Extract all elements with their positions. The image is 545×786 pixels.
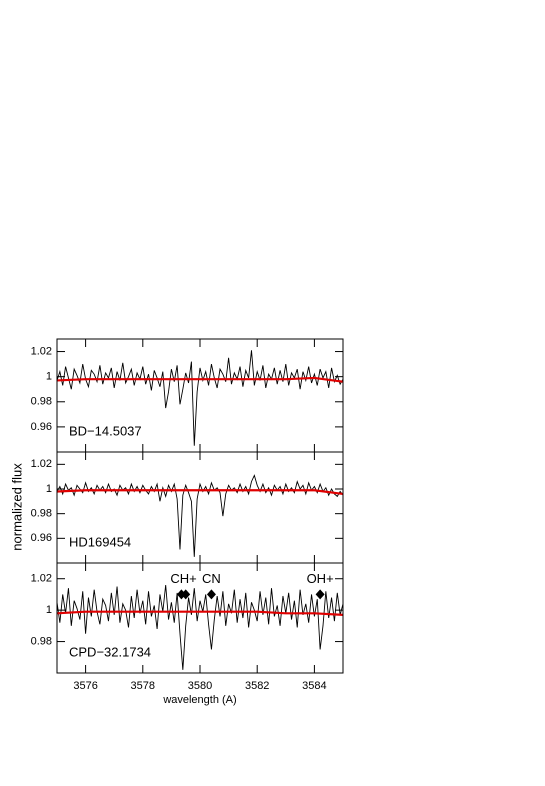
model-line	[57, 489, 343, 496]
x-tick-label: 3580	[188, 680, 212, 692]
y-tick-label: 1.02	[31, 458, 52, 470]
x-axis-label: wavelength (A)	[162, 694, 236, 706]
line-marker	[181, 589, 191, 600]
line-label: CH+	[170, 571, 196, 586]
y-tick-label: 0.96	[31, 532, 52, 544]
panel-frame	[56, 562, 344, 674]
y-tick-label: 1	[46, 483, 52, 495]
x-tick-label: 3578	[131, 680, 155, 692]
line-marker	[315, 589, 325, 600]
panel-label: BD−14.5037	[69, 423, 142, 438]
y-tick-label: 0.98	[31, 508, 52, 520]
line-label: CN	[202, 571, 221, 586]
spectrum-line	[57, 584, 343, 670]
model-line	[57, 376, 343, 383]
y-tick-label: 0.96	[31, 421, 52, 433]
panel-label: CPD−32.1734	[69, 644, 151, 659]
x-tick-label: 3584	[302, 680, 326, 692]
y-tick-label: 1	[46, 371, 52, 383]
x-tick-label: 3576	[73, 680, 97, 692]
y-axis-label: normalized flux	[9, 463, 24, 551]
y-tick-label: 1.02	[31, 345, 52, 357]
model-line	[57, 610, 343, 616]
panel-label: HD169454	[69, 534, 131, 549]
y-tick-label: 0.98	[31, 635, 52, 647]
line-marker	[206, 589, 216, 600]
y-tick-label: 0.98	[31, 396, 52, 408]
y-tick-label: 1.02	[31, 573, 52, 585]
x-tick-label: 3582	[245, 680, 269, 692]
spectrum-line	[57, 350, 343, 446]
y-tick-label: 1	[46, 604, 52, 616]
line-label: OH+	[307, 571, 334, 586]
